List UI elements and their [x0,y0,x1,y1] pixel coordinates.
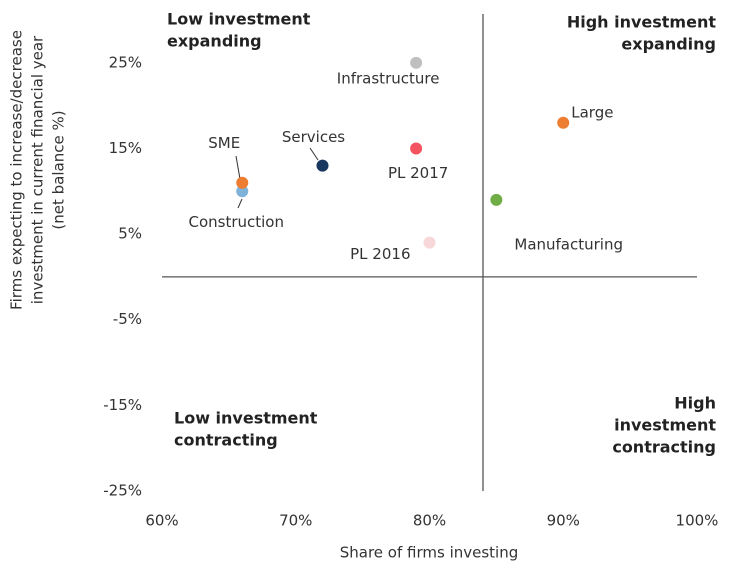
point-label: SME [208,134,240,152]
quadrant-label: contracting [612,438,716,457]
point-label: Large [571,103,613,121]
leader-line [235,155,241,180]
y-tick-label: -25% [103,482,142,500]
point [423,236,436,249]
y-axis-label-line: (net balance %) [50,110,68,229]
point [236,185,249,198]
leader-line [309,147,319,161]
quadrant-label: contracting [174,431,278,450]
x-tick-label: 70% [279,512,312,530]
y-tick-label: -5% [113,310,142,328]
point [410,56,423,69]
x-tick-label: 90% [547,512,580,530]
point [236,176,249,189]
quadrant-label: High investment [567,13,717,32]
quadrant-label: expanding [621,35,716,54]
point [557,116,570,129]
y-tick-label: 5% [118,225,142,243]
y-axis-label: Firms expecting to increase/decrease inv… [8,30,68,310]
point-label: Services [282,128,345,146]
y-tick-label: 25% [109,53,142,71]
x-axis-label: Share of firms investing [340,544,519,562]
point-label: Infrastructure [337,69,440,87]
x-tick-label: 80% [413,512,446,530]
point [410,142,423,155]
x-tick-label: 60% [145,512,178,530]
point-label: PL 2016 [350,245,410,263]
point [490,193,503,206]
point-label: Manufacturing [514,235,623,253]
x-tick-label: 100% [676,512,719,530]
point [316,159,329,172]
point-label: Construction [188,213,284,231]
point-label: PL 2017 [388,164,448,182]
quadrant-label: expanding [167,32,262,51]
quadrant-label: Low investment [167,10,311,29]
y-tick-label: 15% [109,139,142,157]
quadrant-label: Low investment [174,409,318,428]
quadrant-label: High [674,394,716,413]
leader-line [237,198,243,209]
y-tick-label: -15% [103,396,142,414]
y-axis-label-line: Firms expecting to increase/decrease [8,30,26,310]
y-axis-label-line: investment in current financial year [29,35,47,304]
quadrant-label: investment [614,416,716,435]
